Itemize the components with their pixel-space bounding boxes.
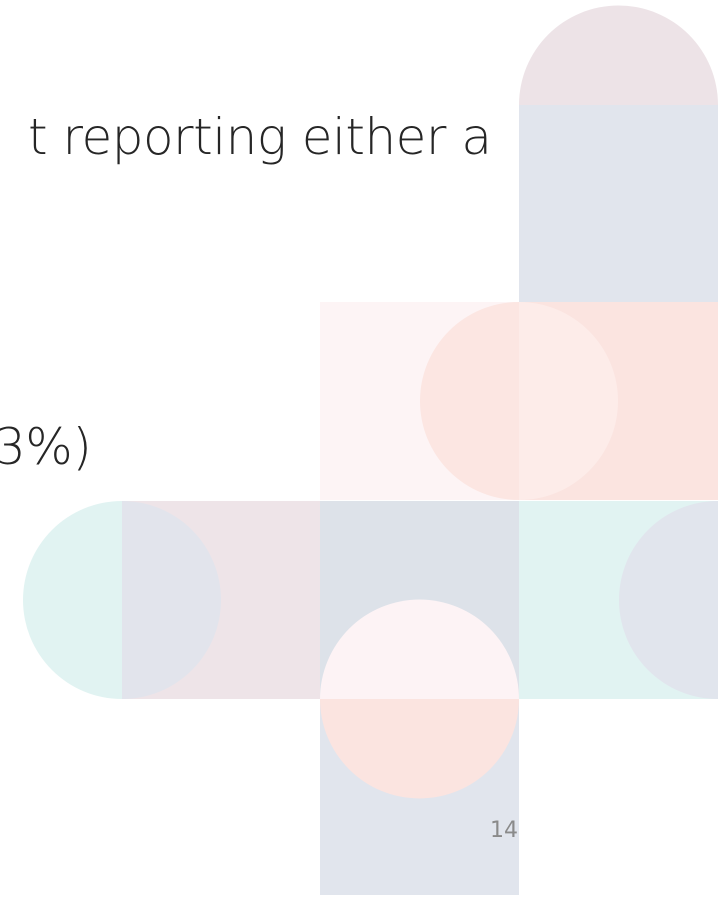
half-circle (23, 501, 122, 699)
page-number: 14 (490, 818, 518, 843)
half-circle (519, 6, 718, 106)
slide: {"body": {"line_1": "t reporting either … (0, 0, 718, 898)
square (519, 105, 718, 302)
body-text: t reporting either a (28, 108, 492, 166)
body-text: 3%) (0, 418, 91, 476)
